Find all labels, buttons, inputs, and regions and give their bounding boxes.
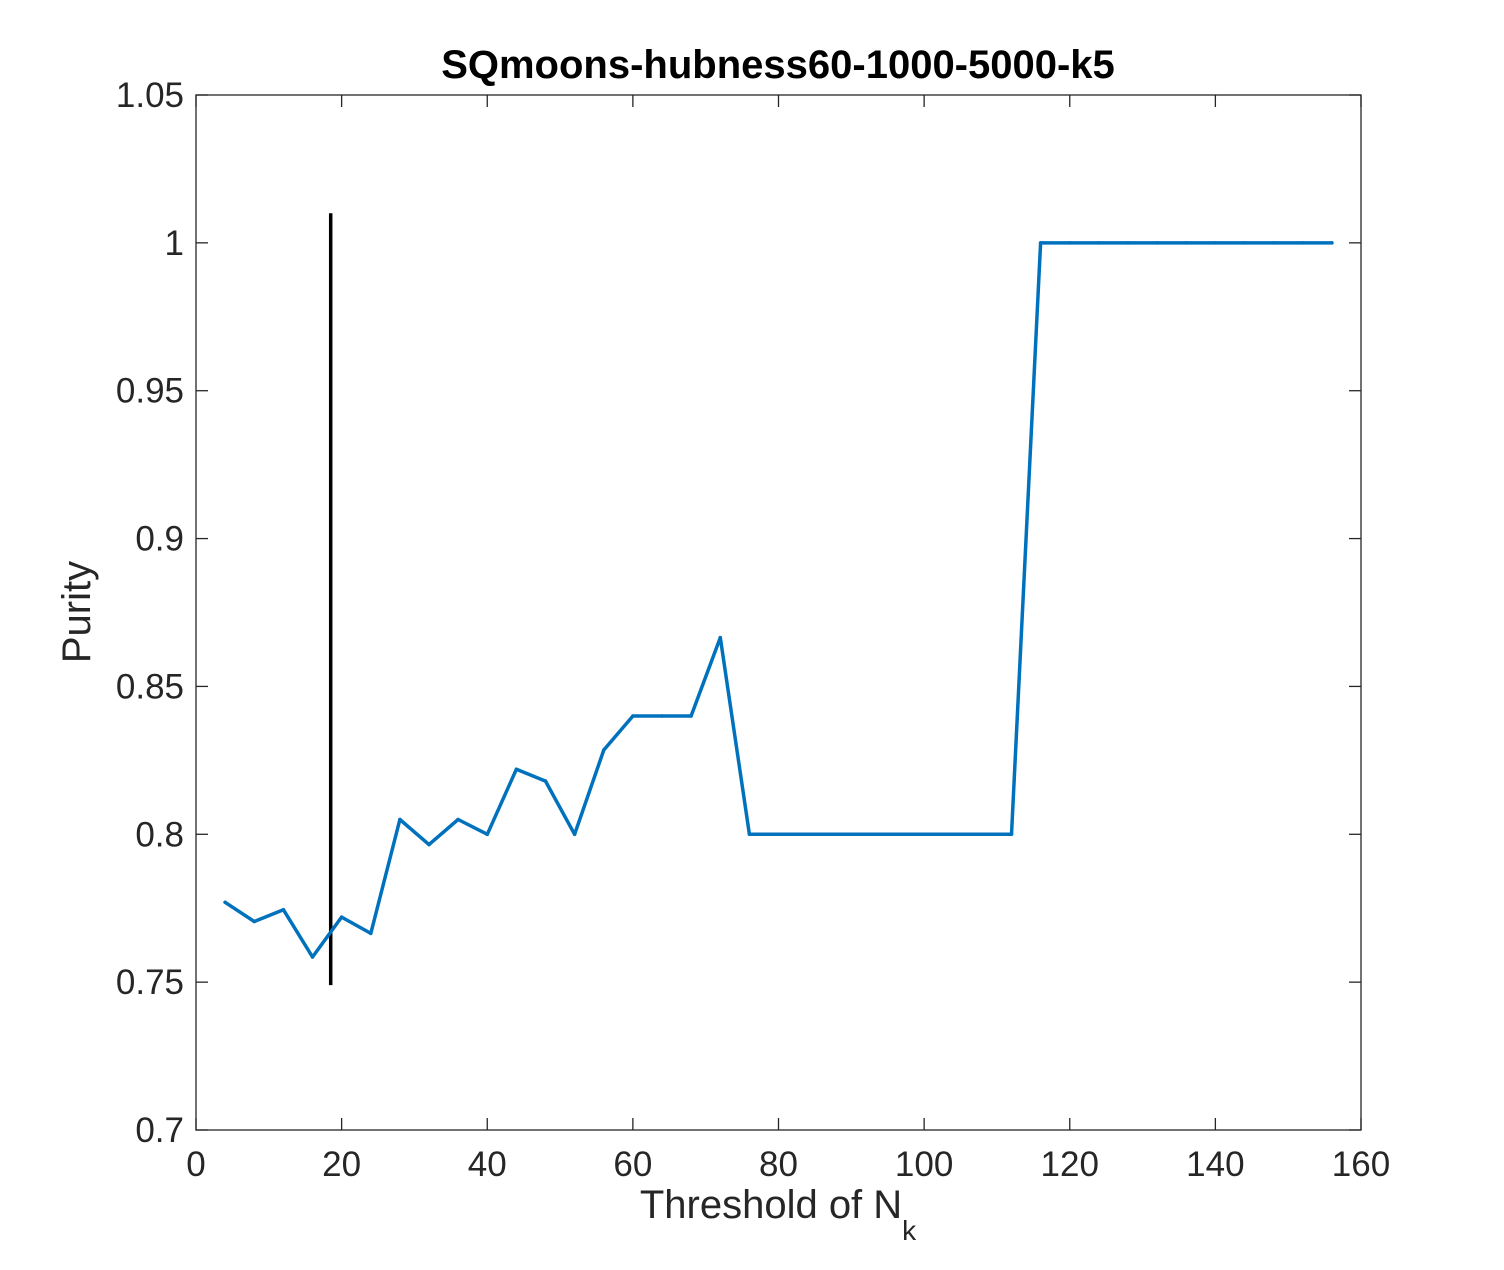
- data-point: [1184, 241, 1188, 245]
- data-point: [1126, 241, 1130, 245]
- data-point: [951, 832, 955, 837]
- x-tick-label: 0: [186, 1145, 205, 1184]
- y-tick-label: 0.85: [116, 667, 184, 706]
- data-point: [1038, 241, 1043, 245]
- data-point: [1068, 241, 1072, 245]
- data-point: [980, 832, 985, 837]
- y-tick-label: 0.75: [116, 963, 184, 1002]
- data-point: [427, 842, 431, 847]
- data-point: [1242, 241, 1247, 245]
- data-point: [1301, 241, 1305, 245]
- data-point: [223, 900, 227, 905]
- x-tick-label: 60: [613, 1145, 652, 1184]
- data-point: [776, 832, 781, 837]
- data-point: [339, 915, 344, 919]
- x-tick-label: 100: [895, 1145, 953, 1184]
- x-tick-label: 160: [1332, 1145, 1390, 1184]
- data-point: [1330, 241, 1334, 245]
- x-tick-label: 140: [1186, 1145, 1244, 1184]
- x-axis-label: Threshold of Nk: [640, 1183, 917, 1246]
- x-tick-label: 120: [1041, 1145, 1099, 1184]
- data-point: [602, 748, 606, 752]
- data-point: [805, 832, 810, 837]
- data-point: [1097, 241, 1101, 245]
- x-tick-label: 20: [322, 1145, 361, 1184]
- y-axis-label: Purity: [55, 561, 99, 663]
- y-tick-label: 1: [165, 224, 184, 263]
- y-tick-label: 1.05: [116, 76, 184, 115]
- x-axis-label-subscript: k: [902, 1215, 917, 1246]
- data-point: [310, 955, 315, 959]
- data-point: [893, 832, 897, 837]
- data-point: [922, 832, 926, 837]
- data-point: [689, 714, 693, 718]
- data-point: [835, 832, 839, 837]
- data-point: [1155, 241, 1159, 245]
- y-tick-label: 0.7: [135, 1111, 184, 1150]
- chart-title: SQmoons-hubness60-1000-5000-k5: [441, 43, 1115, 87]
- data-point: [281, 907, 286, 912]
- data-point: [1213, 241, 1218, 245]
- tick-labels: 0 20 40 60 80 100 120 140 160 0.7 0.75 0.8 0.85 0.9 0.…: [116, 76, 1390, 1184]
- data-point: [485, 832, 489, 837]
- series-layer: [223, 213, 1334, 986]
- y-tick-label: 0.8: [135, 815, 184, 854]
- data-point: [747, 832, 752, 837]
- data-point: [718, 635, 722, 640]
- data-point: [631, 714, 635, 718]
- data-point: [1271, 241, 1276, 245]
- data-point: [1009, 832, 1014, 837]
- data-point: [572, 832, 577, 837]
- x-axis-label-main: Threshold of N: [640, 1183, 902, 1227]
- axes-box: [195, 94, 1362, 1131]
- x-tick-label: 80: [759, 1145, 798, 1184]
- data-point: [864, 832, 868, 837]
- data-point: [543, 779, 548, 783]
- data-point: [660, 714, 664, 718]
- data-point: [369, 931, 373, 936]
- data-point: [514, 767, 519, 771]
- y-tick-label: 0.9: [135, 520, 184, 559]
- data-point: [398, 817, 402, 822]
- data-point: [252, 919, 256, 924]
- data-point: [456, 817, 460, 822]
- plot-area: [196, 95, 1361, 1130]
- x-tick-label: 40: [468, 1145, 507, 1184]
- y-tick-label: 0.95: [116, 372, 184, 411]
